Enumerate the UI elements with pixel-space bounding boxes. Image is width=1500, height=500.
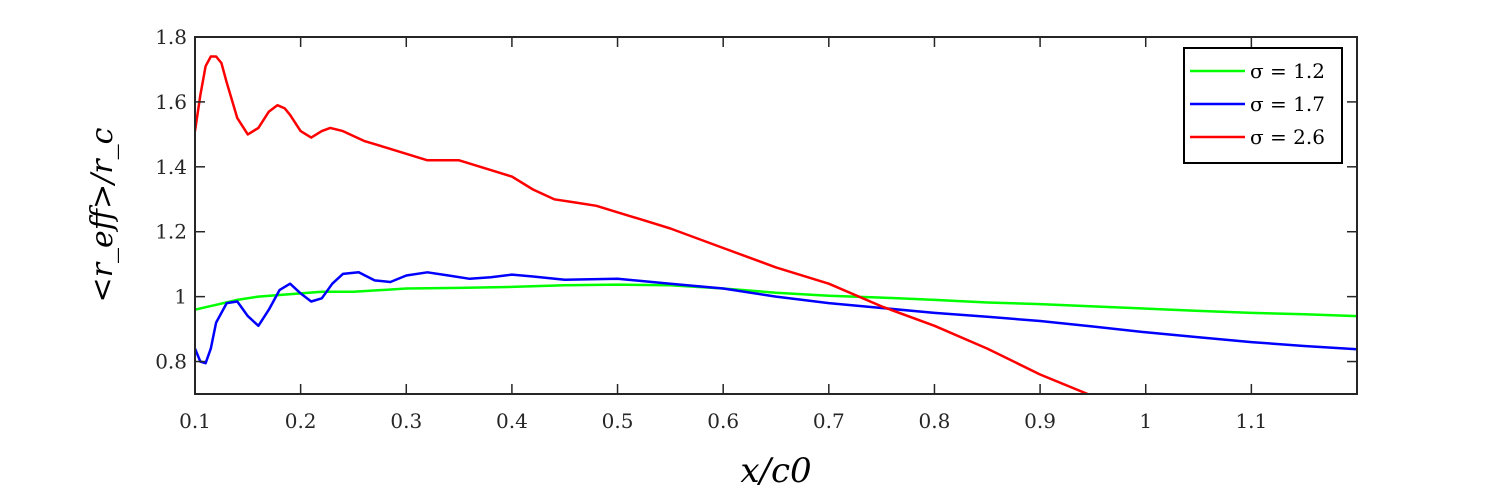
y-tick-label: 1.6 <box>155 90 187 114</box>
y-tick-label: 1.2 <box>155 220 187 244</box>
series-line-3 <box>195 55 1089 394</box>
x-tick-label: 0.4 <box>496 409 528 433</box>
axes-box <box>194 36 1358 395</box>
legend-label-2: σ = 1.7 <box>1250 92 1325 116</box>
y-tick-label: 1.4 <box>155 155 187 179</box>
plot-area <box>195 37 1357 394</box>
y-axis-label: <r_eff>/r_c <box>85 127 120 302</box>
x-tick-label: 0.2 <box>285 409 317 433</box>
x-tick-label: 0.6 <box>707 409 739 433</box>
legend-items: σ = 1.2 σ = 1.7 σ = 2.6 <box>1190 59 1325 149</box>
y-tick-label: 1 <box>174 285 187 309</box>
x-tick-label: 0.5 <box>602 409 634 433</box>
series-line-1 <box>195 283 1357 318</box>
y-tick-label: 1.8 <box>155 25 187 49</box>
x-tick-label: 0.3 <box>390 409 422 433</box>
x-tick-label: 0.8 <box>919 409 951 433</box>
tick-layer: 0.1 0.2 0.3 0.4 0.5 0.6 0.7 0.8 0.9 1 1.1 0.8 1 1.2 1.… <box>155 25 1357 433</box>
legend-label-3: σ = 2.6 <box>1250 125 1325 149</box>
legend-box <box>1183 47 1343 164</box>
y-tick-label: 0.8 <box>155 350 187 374</box>
x-tick-label: 1.1 <box>1235 409 1267 433</box>
x-tick-label: 0.1 <box>179 409 211 433</box>
series-line-2 <box>195 271 1357 365</box>
x-axis-label: x/c0 <box>740 451 811 491</box>
legend-label-1: σ = 1.2 <box>1250 59 1325 83</box>
x-tick-label: 1 <box>1139 409 1152 433</box>
legend: σ = 1.2 σ = 1.7 σ = 2.6 <box>1183 47 1343 164</box>
x-tick-label: 0.7 <box>813 409 845 433</box>
series-layer <box>195 55 1357 394</box>
x-tick-label: 0.9 <box>1024 409 1056 433</box>
